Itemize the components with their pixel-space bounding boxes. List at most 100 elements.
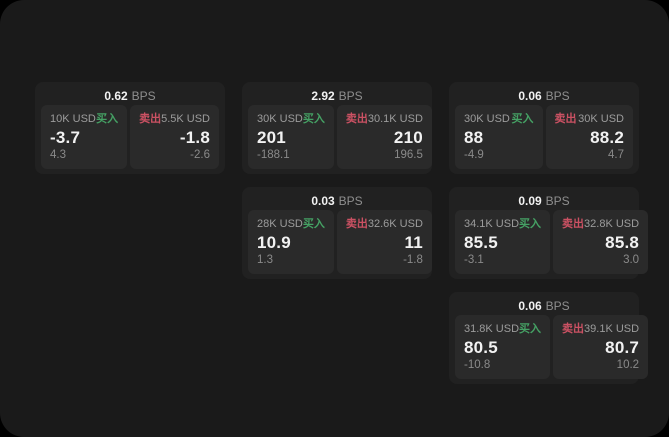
sell-delta: -2.6 [190,149,210,161]
buy-delta: 1.3 [257,254,273,266]
spread-header: 0.06 BPS [455,86,633,105]
buy-price: -3.7 [50,128,81,147]
buy-delta: -3.1 [464,254,484,266]
sell-price: 210 [393,128,423,147]
spread-value: 0.09 [518,193,542,208]
sell-panel[interactable]: 卖出 32.8K USD 85.8 3.0 [553,210,649,274]
sell-size-label: 39.1K USD [584,323,640,335]
quote-card: 0.09 BPS 34.1K USD 买入 85.5 -3.1 卖出 32.8K… [449,187,649,279]
buy-side-label: 买入 [302,113,325,125]
sell-panel-top: 卖出 32.6K USD [346,218,423,230]
sell-side-label: 卖出 [345,218,368,230]
buy-price: 88 [464,128,484,147]
spread-value: 0.06 [518,298,542,313]
quote-panels: 30K USD 买入 88 -4.9 卖出 30K USD 88.2 4.7 [455,105,633,169]
quote-card: 2.92 BPS 30K USD 买入 201 -188.1 卖出 30.1K … [242,82,432,174]
buy-side-label: 买入 [519,323,542,335]
quote-card: 0.62 BPS 10K USD 买入 -3.7 4.3 卖出 5.5K USD… [35,82,225,174]
buy-side-label: 买入 [519,218,542,230]
sell-delta: 10.2 [616,359,640,371]
buy-panel[interactable]: 28K USD 买入 10.9 1.3 [248,210,334,274]
buy-panel-top: 31.8K USD 买入 [464,323,541,335]
sell-size-label: 30K USD [578,113,624,125]
quote-card: 0.06 BPS 31.8K USD 买入 80.5 -10.8 卖出 39.1… [449,292,649,384]
spread-header: 0.03 BPS [248,191,426,210]
sell-size-label: 32.6K USD [367,218,423,230]
sell-panel[interactable]: 卖出 30K USD 88.2 4.7 [545,105,633,169]
buy-panel-top: 30K USD 买入 [257,113,325,125]
buy-side-label: 买入 [511,113,534,125]
spread-header: 2.92 BPS [248,86,426,105]
sell-delta: -1.8 [403,254,423,266]
buy-price: 10.9 [257,233,291,252]
spread-value: 0.62 [104,88,128,103]
buy-price: 201 [257,128,286,147]
buy-panel-top: 34.1K USD 买入 [464,218,541,230]
buy-panel-top: 30K USD 买入 [464,113,534,125]
bps-unit-label: BPS [131,88,156,103]
spread-header: 0.06 BPS [455,296,633,315]
sell-panel-top: 卖出 5.5K USD [139,113,210,125]
sell-delta: 4.7 [608,149,624,161]
buy-price: 80.5 [464,338,498,357]
sell-price: 85.8 [605,233,640,252]
buy-panel[interactable]: 34.1K USD 买入 85.5 -3.1 [455,210,551,274]
buy-delta: 4.3 [50,149,66,161]
sell-panel-top: 卖出 30K USD [555,113,625,125]
buy-delta: -4.9 [464,149,484,161]
sell-side-label: 卖出 [562,218,585,230]
sell-size-label: 32.8K USD [584,218,640,230]
buy-panel[interactable]: 31.8K USD 买入 80.5 -10.8 [455,315,551,379]
sell-side-label: 卖出 [562,323,585,335]
cards-grid: 0.62 BPS 10K USD 买入 -3.7 4.3 卖出 5.5K USD… [35,82,649,384]
sell-panel[interactable]: 卖出 32.6K USD 11 -1.8 [336,210,432,274]
bps-unit-label: BPS [338,88,363,103]
spread-value: 0.06 [518,88,542,103]
bps-unit-label: BPS [545,88,570,103]
buy-size-label: 28K USD [257,218,303,230]
sell-panel-top: 卖出 39.1K USD [562,323,639,335]
buy-side-label: 买入 [96,113,119,125]
sell-size-label: 30.1K USD [367,113,423,125]
buy-size-label: 30K USD [464,113,510,125]
sell-delta: 3.0 [623,254,640,266]
sell-side-label: 卖出 [139,113,162,125]
sell-size-label: 5.5K USD [161,113,210,125]
sell-panel-top: 卖出 30.1K USD [346,113,423,125]
buy-delta: -188.1 [257,149,290,161]
sell-price: 88.2 [590,128,624,147]
sell-panel[interactable]: 卖出 39.1K USD 80.7 10.2 [553,315,649,379]
buy-panel[interactable]: 10K USD 买入 -3.7 4.3 [41,105,128,169]
quote-panels: 30K USD 买入 201 -188.1 卖出 30.1K USD 210 1… [248,105,432,169]
buy-panel-top: 10K USD 买入 [50,113,118,125]
bps-unit-label: BPS [545,298,570,313]
sell-side-label: 卖出 [345,113,368,125]
buy-price: 85.5 [464,233,498,252]
sell-delta: 196.5 [394,149,423,161]
buy-panel[interactable]: 30K USD 买入 88 -4.9 [455,105,543,169]
buy-size-label: 30K USD [257,113,303,125]
buy-delta: -10.8 [464,359,491,371]
spread-value: 0.03 [311,193,335,208]
sell-panel-top: 卖出 32.8K USD [562,218,639,230]
quote-card: 0.06 BPS 30K USD 买入 88 -4.9 卖出 30K USD 8… [449,82,639,174]
buy-panel[interactable]: 30K USD 买入 201 -188.1 [248,105,334,169]
sell-price: 11 [404,233,423,252]
sell-price: -1.8 [179,128,210,147]
sell-panel[interactable]: 卖出 5.5K USD -1.8 -2.6 [130,105,219,169]
sell-price: 80.7 [605,338,640,357]
bps-unit-label: BPS [545,193,570,208]
buy-size-label: 31.8K USD [464,323,520,335]
sell-side-label: 卖出 [554,113,577,125]
quote-panels: 31.8K USD 买入 80.5 -10.8 卖出 39.1K USD 80.… [455,315,649,379]
spread-header: 0.09 BPS [455,191,633,210]
buy-size-label: 10K USD [50,113,96,125]
quote-panels: 10K USD 买入 -3.7 4.3 卖出 5.5K USD -1.8 -2.… [41,105,219,169]
quote-panels: 34.1K USD 买入 85.5 -3.1 卖出 32.8K USD 85.8… [455,210,649,274]
sell-panel[interactable]: 卖出 30.1K USD 210 196.5 [336,105,432,169]
spread-header: 0.62 BPS [41,86,219,105]
quote-card: 0.03 BPS 28K USD 买入 10.9 1.3 卖出 32.6K US… [242,187,432,279]
spread-value: 2.92 [311,88,335,103]
buy-size-label: 34.1K USD [464,218,520,230]
